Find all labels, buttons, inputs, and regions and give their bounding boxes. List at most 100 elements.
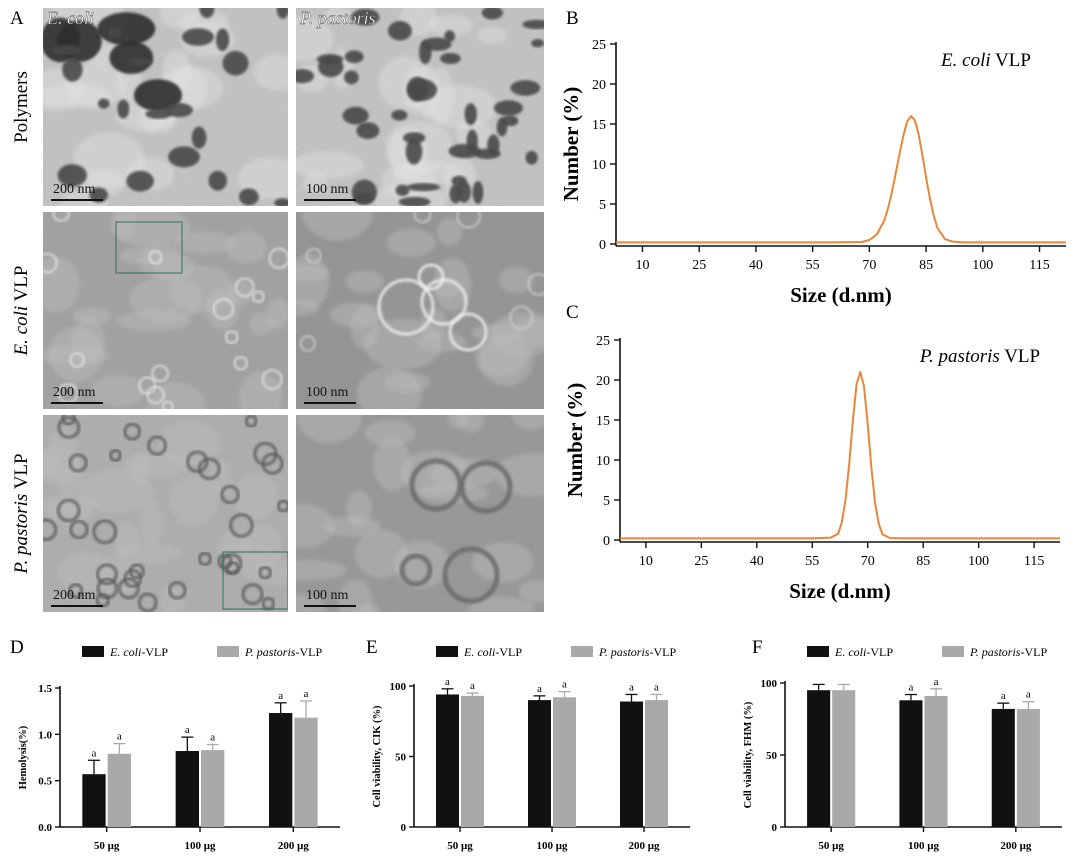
italic-part: E. coli <box>834 645 866 659</box>
roman-part: -VLP <box>866 645 893 659</box>
polymer-aggregate <box>274 198 288 206</box>
polymer-aggregate <box>342 106 369 125</box>
bar <box>1016 708 1040 827</box>
column-label-1: E. coli <box>46 8 94 28</box>
tem-mottle <box>79 469 155 513</box>
significance-letter: a <box>445 676 450 688</box>
vlp-particle <box>67 583 84 599</box>
significance-letter: a <box>117 731 122 743</box>
y-tick-label: 0 <box>772 822 778 834</box>
x-tick-label: 100 <box>972 258 993 273</box>
bar <box>832 690 856 827</box>
roman-part: -VLP <box>1020 645 1047 659</box>
vlp-particle <box>241 583 264 606</box>
polymer-aggregate <box>406 76 428 102</box>
y-tick-label: 100 <box>761 678 778 690</box>
polymer-aggregate <box>199 8 215 19</box>
panel-letter: C <box>566 302 579 323</box>
legend-swatch <box>436 646 458 657</box>
italic-part: E. coli <box>109 645 141 659</box>
series-annotation: P. pastoris VLP <box>919 346 1040 367</box>
vlp-particle <box>225 560 240 576</box>
bar <box>269 713 293 827</box>
bar <box>899 700 923 827</box>
significance-letter: a <box>1001 690 1006 702</box>
scale-bar-label: 100 nm <box>306 182 349 197</box>
y-axis-label: Number (%) <box>563 383 587 498</box>
polymer-aggregate <box>97 98 110 109</box>
tem-mottle <box>296 16 334 61</box>
roman-part: VLP <box>991 50 1031 71</box>
y-tick-label: 5 <box>599 198 606 213</box>
polymer-aggregate <box>316 54 344 65</box>
vlp-particle <box>448 312 488 352</box>
vlp-particle <box>268 247 288 269</box>
tem-mottle <box>472 542 534 583</box>
polymer-aggregate <box>398 196 431 206</box>
tem-mottle <box>325 8 351 24</box>
polymer-aggregate <box>133 79 183 112</box>
x-tick-label: 100 μg <box>185 840 216 852</box>
polymer-aggregate <box>128 57 153 66</box>
tem-tile-r2-c2 <box>296 212 544 409</box>
legend-swatch <box>942 646 964 657</box>
y-tick-label: 25 <box>596 334 610 349</box>
panel-letter-a: A <box>10 8 24 29</box>
vlp-particle <box>305 247 322 264</box>
column-label-2: P. pastoris <box>299 8 376 28</box>
significance-letter: a <box>1026 689 1031 701</box>
polymer-aggregate <box>531 39 544 48</box>
tem-mottle <box>329 302 384 328</box>
tem-mottle <box>364 318 443 370</box>
significance-letter: a <box>909 682 914 694</box>
x-tick-label: 70 <box>862 258 876 273</box>
tem-mottle <box>479 333 534 387</box>
vlp-particle <box>276 499 288 513</box>
vlp-particle <box>234 277 255 298</box>
vlp-particle <box>413 212 432 224</box>
row-label-1: Polymers <box>11 71 32 143</box>
polymer-aggregate <box>117 99 130 119</box>
y-tick-label: 10 <box>596 454 610 469</box>
significance-letter: a <box>278 690 283 702</box>
legend-swatch <box>82 646 104 657</box>
polymer-aggregate <box>464 103 477 126</box>
polymer-aggregate <box>419 40 432 65</box>
x-tick-label: 40 <box>750 554 764 569</box>
significance-letter: a <box>470 680 475 692</box>
tem-mottle <box>73 132 145 188</box>
tem-tile-r1-c1 <box>43 8 288 206</box>
y-tick-label: 20 <box>592 78 606 93</box>
vlp-particle <box>224 330 239 345</box>
vlp-particle <box>123 422 142 441</box>
vlp-particle <box>417 263 445 291</box>
tem-mottle <box>296 594 326 612</box>
tem-mottle <box>174 230 235 254</box>
polymer-aggregate <box>296 69 315 84</box>
tem-mottle <box>400 450 470 497</box>
polymer-aggregate <box>344 50 364 64</box>
vlp-particle <box>459 460 513 514</box>
tem-tile-r3-c2 <box>296 415 544 612</box>
y-tick-label: 0.5 <box>38 776 52 788</box>
italic-part: P. pastoris <box>969 645 1021 659</box>
x-tick-label: 25 <box>692 258 706 273</box>
x-tick-label: 100 μg <box>908 840 939 852</box>
polymer-aggregate <box>474 148 501 160</box>
x-tick-label: 10 <box>639 554 653 569</box>
x-tick-label: 50 μg <box>94 840 120 852</box>
significance-letter: a <box>934 676 939 688</box>
tem-mottle <box>358 603 380 612</box>
italic-part: E. coli <box>463 645 495 659</box>
y-tick-label: 25 <box>592 38 606 53</box>
roman-part: -VLP <box>141 645 168 659</box>
polymer-aggregate <box>481 8 503 20</box>
polymer-aggregate <box>164 102 193 118</box>
italic-part: P. pastoris <box>11 494 32 575</box>
bar <box>528 700 551 827</box>
polymer-aggregate <box>222 50 249 76</box>
vlp-particle <box>96 577 119 600</box>
x-tick-label: 100 μg <box>537 840 568 852</box>
vlp-particle <box>69 352 85 368</box>
